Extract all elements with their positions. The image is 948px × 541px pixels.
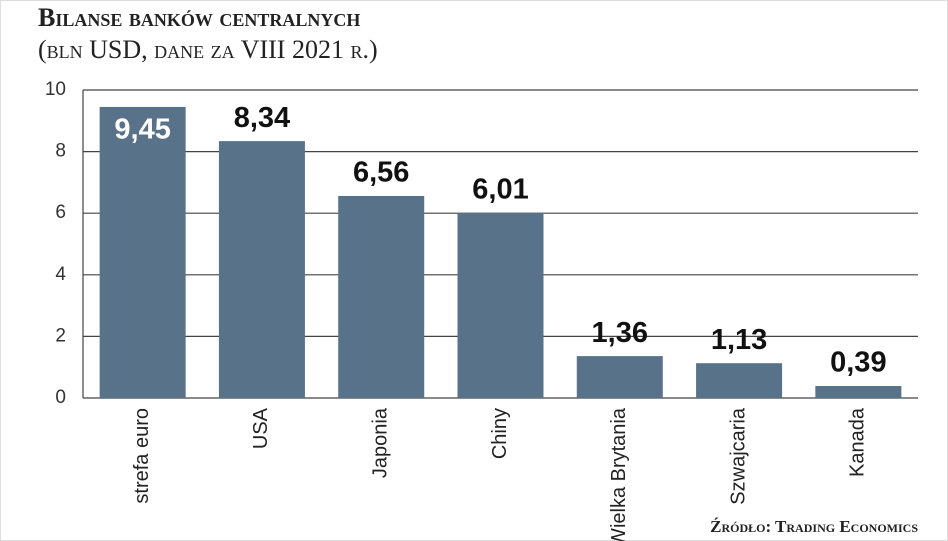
bar bbox=[338, 195, 425, 398]
bar bbox=[576, 356, 663, 398]
x-tick-label: USA bbox=[250, 407, 272, 449]
bar bbox=[99, 106, 186, 398]
x-tick-label: Szwajcaria bbox=[727, 407, 749, 505]
value-label: 8,34 bbox=[234, 102, 290, 134]
bar bbox=[457, 212, 544, 398]
y-tick-label: 6 bbox=[55, 202, 66, 223]
value-label: 1,36 bbox=[592, 317, 648, 349]
x-tick-label: Wielka Brytania bbox=[608, 407, 630, 541]
value-label: 6,01 bbox=[472, 174, 528, 206]
x-tick-label: Japonia bbox=[369, 407, 391, 478]
y-tick-label: 8 bbox=[55, 141, 66, 162]
chart-subtitle: (bln USD, dane za VIII 2021 r.) bbox=[38, 35, 378, 64]
source: Źródło: Trading Economics bbox=[710, 517, 918, 536]
y-tick-label: 10 bbox=[45, 79, 66, 100]
bar bbox=[696, 363, 783, 398]
chart-title: Bilanse banków centralnych bbox=[38, 3, 360, 32]
value-label: 6,56 bbox=[353, 157, 409, 189]
x-tick-label: strefa euro bbox=[131, 408, 153, 504]
x-tick-label: Kanada bbox=[847, 407, 869, 477]
y-tick-label: 4 bbox=[55, 264, 66, 285]
value-label: 1,13 bbox=[711, 324, 767, 356]
bar bbox=[218, 141, 305, 399]
y-tick-label: 0 bbox=[55, 387, 66, 408]
x-tick-label: Chiny bbox=[489, 408, 511, 459]
value-label: 0,39 bbox=[830, 347, 886, 379]
value-label: 9,45 bbox=[114, 114, 170, 146]
bar bbox=[815, 385, 902, 398]
y-tick-label: 2 bbox=[55, 325, 66, 346]
